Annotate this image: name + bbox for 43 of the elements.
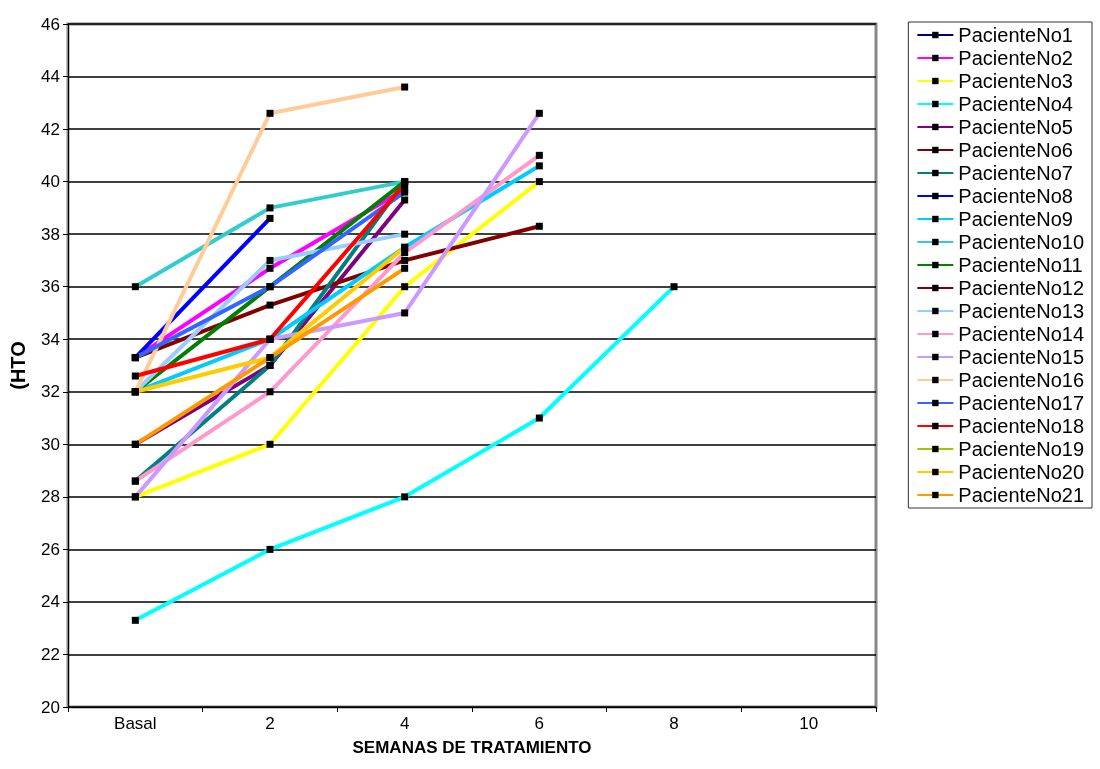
y-tick-label: 30	[41, 434, 60, 454]
x-tick-label: 6	[534, 714, 545, 733]
legend-label: PacienteNo4	[958, 93, 1073, 115]
x-axis-title: SEMANAS DE TRATAMIENTO	[352, 738, 592, 757]
legend-label: PacienteNo21	[958, 484, 1085, 506]
legend-label: PacienteNo17	[958, 392, 1085, 414]
y-tick-label: 34	[41, 329, 60, 349]
legend-label: PacienteNo18	[958, 415, 1085, 437]
x-tick-label: 4	[399, 714, 410, 733]
y-axis-title: (HTO	[7, 341, 29, 390]
legend-label: PacienteNo3	[958, 70, 1073, 92]
legend-label: PacienteNo14	[958, 323, 1085, 345]
y-tick-label: 22	[41, 644, 60, 664]
legend-label: PacienteNo7	[958, 162, 1073, 184]
y-tick-label: 32	[41, 382, 60, 402]
legend-label: PacienteNo10	[958, 231, 1085, 253]
legend-label: PacienteNo6	[958, 139, 1073, 161]
x-tick-label: Basal	[114, 714, 157, 733]
x-tick-label: 8	[669, 714, 679, 733]
legend-label: PacienteNo1	[958, 24, 1073, 46]
y-tick-label: 20	[41, 697, 60, 717]
legend-label: PacienteNo5	[958, 116, 1073, 138]
legend-label: PacienteNo8	[958, 185, 1073, 207]
legend-label: PacienteNo9	[958, 208, 1073, 230]
legend-label: PacienteNo11	[958, 254, 1083, 276]
y-tick-label: 44	[41, 67, 60, 87]
legend-label: PacienteNo19	[958, 438, 1085, 460]
legend-label: PacienteNo2	[958, 47, 1073, 69]
legend-label: PacienteNo13	[958, 300, 1085, 322]
y-tick-label: 42	[41, 119, 60, 139]
legend-label: PacienteNo15	[958, 346, 1085, 368]
x-tick-label: 2	[265, 714, 275, 733]
y-tick-label: 40	[41, 172, 60, 192]
y-tick-label: 36	[41, 277, 60, 297]
y-tick-label: 46	[41, 14, 60, 34]
legend-label: PacienteNo12	[958, 277, 1085, 299]
y-tick-label: 28	[41, 487, 60, 507]
y-tick-label: 38	[41, 224, 60, 244]
legend-label: PacienteNo20	[958, 461, 1085, 483]
y-tick-label: 24	[41, 592, 60, 612]
legend-label: PacienteNo16	[958, 369, 1085, 391]
y-tick-label: 26	[41, 539, 60, 559]
x-tick-label: 10	[799, 714, 819, 733]
